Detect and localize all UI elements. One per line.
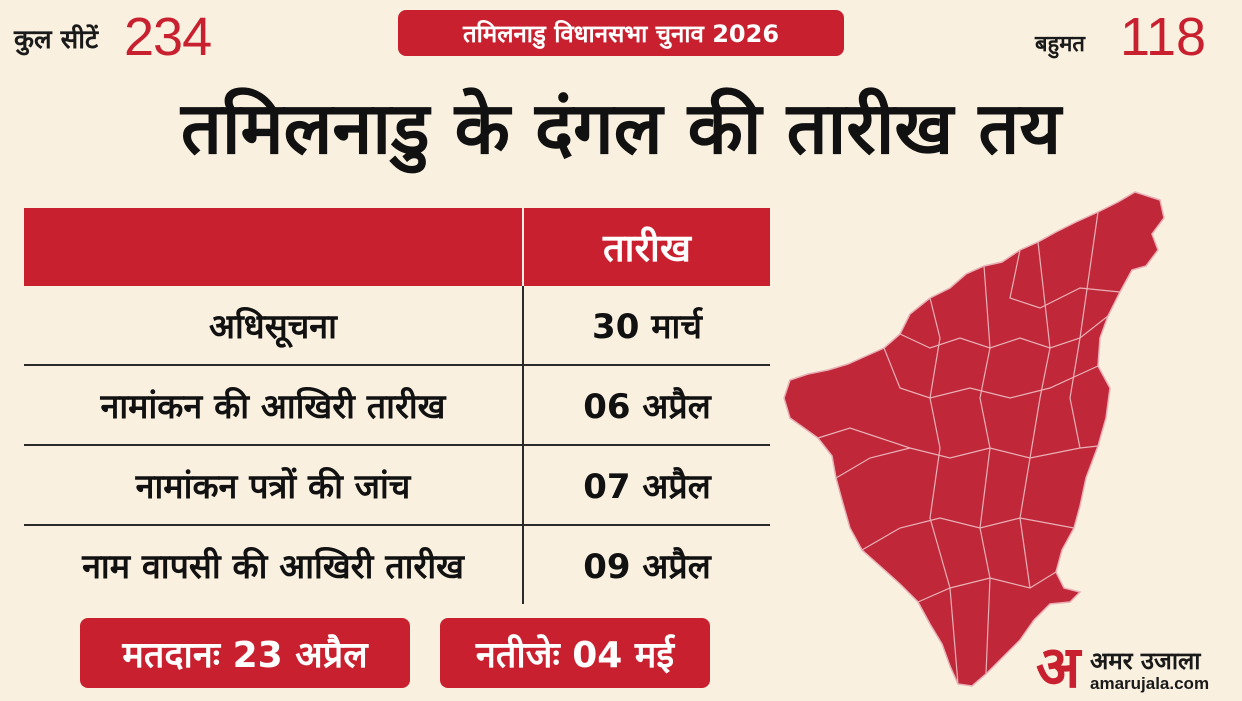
tamil-nadu-map-icon (783, 191, 1165, 687)
table-row: नाम वापसी की आखिरी तारीख 09 अप्रैल (24, 526, 770, 604)
schedule-table: तारीख अधिसूचना 30 मार्च नामांकन की आखिरी… (24, 208, 770, 604)
table-row: अधिसूचना 30 मार्च (24, 286, 770, 366)
headline: तमिलनाडु के दंगल की तारीख तय (180, 86, 1062, 170)
event-cell: अधिसूचना (24, 286, 524, 364)
majority-label: बहुमत (1035, 32, 1085, 57)
map-outline (783, 191, 1165, 687)
total-seats-label: कुल सीटें (14, 25, 99, 55)
table-row: नामांकन की आखिरी तारीख 06 अप्रैल (24, 366, 770, 446)
date-cell: 09 अप्रैल (583, 547, 711, 587)
district-borders (817, 211, 1121, 685)
amar-ujala-url: amarujala.com (1090, 674, 1210, 693)
total-seats-value: 234 (124, 7, 212, 67)
date-cell: 06 अप्रैल (583, 387, 711, 427)
date-cell: 07 अप्रैल (583, 467, 711, 507)
table-header-event (24, 208, 524, 286)
table-header: तारीख (24, 208, 770, 286)
event-cell: नाम वापसी की आखिरी तारीख (24, 526, 524, 604)
results-date-badge: नतीजेः 04 मई (440, 618, 710, 688)
table-header-date: तारीख (603, 226, 691, 270)
amar-ujala-logo-text: अमर उजाला (1090, 647, 1201, 675)
event-cell: नामांकन पत्रों की जांच (24, 446, 524, 524)
event-cell: नामांकन की आखिरी तारीख (24, 366, 524, 444)
date-cell: 30 मार्च (592, 307, 702, 347)
voting-date-badge: मतदानः 23 अप्रैल (80, 618, 410, 688)
amar-ujala-logo-mark: अ (1036, 633, 1081, 701)
majority-value: 118 (1120, 7, 1207, 67)
election-banner: तमिलनाडु विधानसभा चुनाव 2026 (398, 10, 844, 56)
table-row: नामांकन पत्रों की जांच 07 अप्रैल (24, 446, 770, 526)
